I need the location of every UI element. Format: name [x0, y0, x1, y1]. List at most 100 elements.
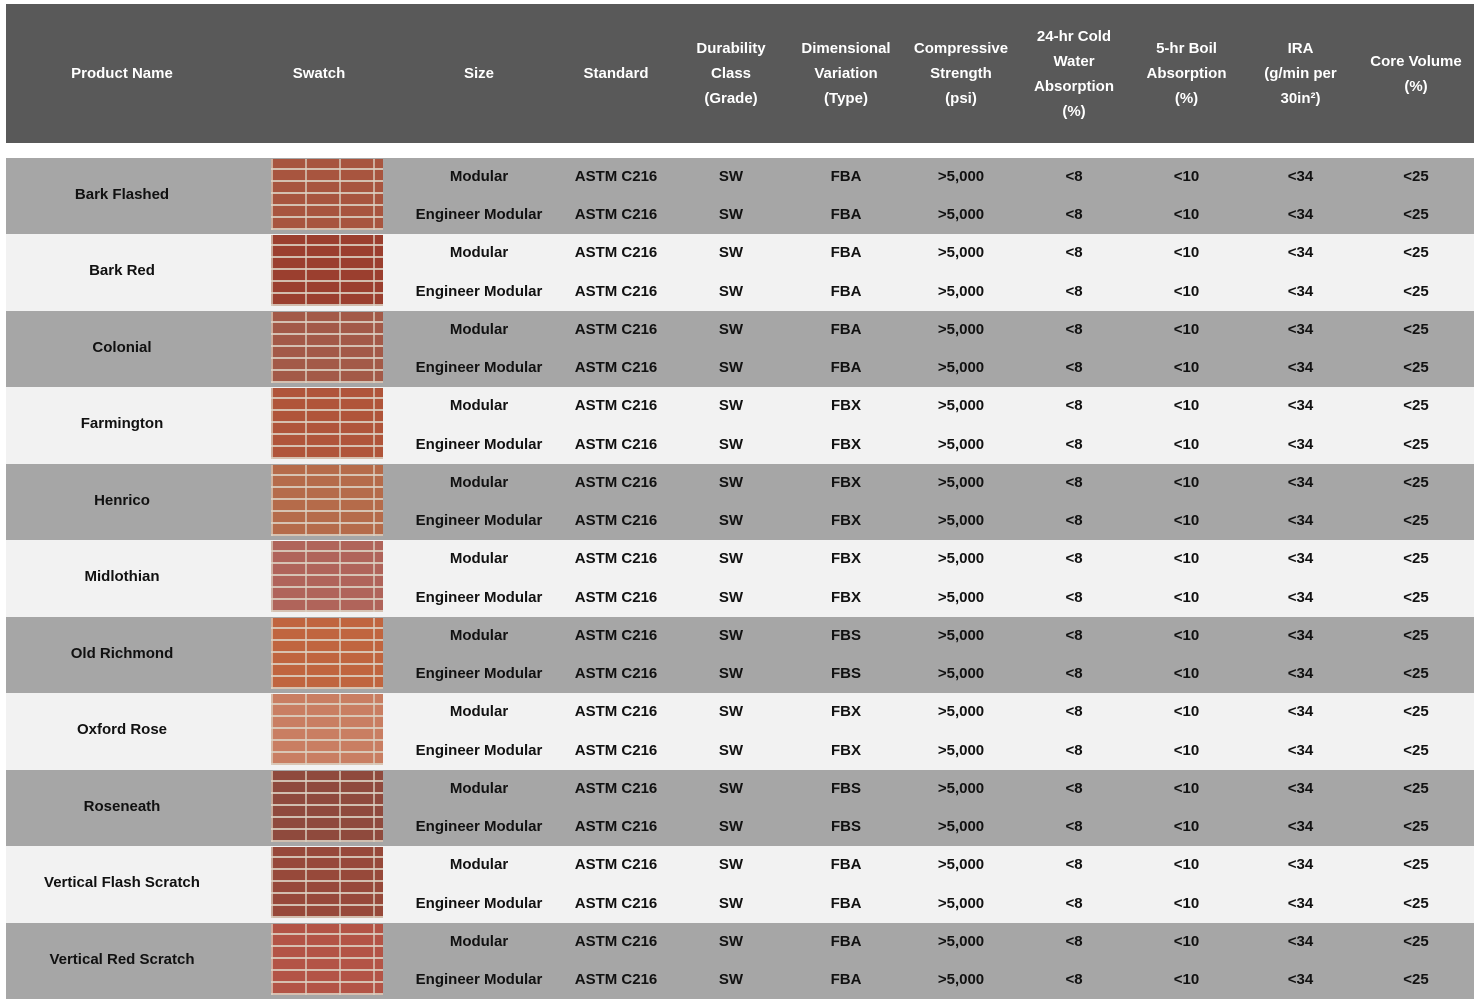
table-cell: FBA: [830, 856, 862, 873]
table-cell: <34: [1287, 856, 1314, 873]
table-cell: <10: [1173, 473, 1200, 491]
table-cell: <34: [1287, 320, 1314, 338]
table-cell: FBX: [831, 703, 861, 720]
table-cell: Engineer Modular: [415, 741, 543, 759]
table-cell: <10: [1173, 359, 1200, 376]
table-cell: ASTM C216: [574, 397, 658, 414]
header-line: Dimensional: [801, 40, 891, 57]
swatch: [271, 464, 383, 536]
table-cell: <8: [1065, 167, 1083, 185]
table-cell: <25: [1403, 512, 1429, 529]
table-cell: <25: [1403, 779, 1429, 797]
table-cell: SW: [718, 282, 744, 300]
table-cell: ASTM C216: [574, 167, 658, 185]
table-cell: FBX: [831, 550, 861, 567]
header-line: Compressive: [913, 40, 1009, 57]
table-cell: <8: [1065, 779, 1083, 797]
table-cell: Engineer Modular: [415, 894, 543, 912]
table-cell: <34: [1287, 282, 1314, 300]
table-cell: >5,000: [937, 932, 985, 950]
header-line: (g/min per: [1264, 65, 1337, 82]
table-cell: <10: [1173, 703, 1200, 720]
table-cell: <34: [1287, 550, 1314, 567]
table-cell: Modular: [449, 244, 509, 261]
row-band: [6, 693, 1474, 770]
table-cell: FBA: [830, 282, 862, 300]
row-band: [6, 463, 1474, 540]
table-cell: Modular: [449, 856, 509, 873]
swatch: [271, 388, 383, 459]
header-cell: Standard: [558, 4, 674, 143]
table-cell: <10: [1173, 244, 1200, 261]
table-cell: <25: [1403, 397, 1429, 414]
table-cell: <8: [1065, 244, 1083, 261]
row-band: [6, 769, 1474, 846]
table-cell: <8: [1065, 703, 1083, 720]
table-cell: FBX: [831, 588, 861, 606]
table-cell: <10: [1173, 779, 1200, 797]
product-name: Farmington: [80, 415, 164, 432]
table-cell: <34: [1287, 665, 1314, 682]
table-cell: <8: [1065, 665, 1083, 682]
table-cell: <25: [1403, 435, 1429, 453]
table-cell: >5,000: [937, 359, 985, 376]
table-cell: <25: [1403, 167, 1429, 185]
product-name: Colonial: [92, 338, 152, 356]
row-band: [6, 387, 1474, 464]
row-band: [6, 922, 1474, 999]
table-cell: <34: [1287, 206, 1314, 223]
table-cell: FBA: [830, 206, 862, 223]
table-cell: <10: [1173, 818, 1200, 835]
table-cell: >5,000: [937, 244, 985, 261]
table-cell: <8: [1065, 894, 1083, 912]
product-name: Vertical Red Scratch: [49, 950, 195, 968]
table-cell: <25: [1403, 282, 1429, 300]
table-cell: <8: [1065, 320, 1083, 338]
table-cell: FBA: [830, 167, 862, 185]
header-line: Swatch: [292, 65, 346, 82]
table-cell: ASTM C216: [574, 665, 658, 682]
table-cell: Engineer Modular: [415, 665, 543, 682]
table-cell: <25: [1403, 856, 1429, 873]
table-cell: FBA: [830, 244, 862, 261]
swatch: [271, 617, 383, 689]
table-cell: <10: [1173, 206, 1200, 223]
table-cell: >5,000: [937, 894, 985, 912]
table-cell: <10: [1173, 626, 1200, 644]
table-cell: Engineer Modular: [415, 359, 543, 376]
header-line: Standard: [583, 65, 649, 82]
table-cell: <10: [1173, 971, 1200, 988]
table-cell: ASTM C216: [574, 588, 658, 606]
table-cell: SW: [718, 359, 744, 376]
header-line: Variation: [814, 65, 878, 82]
header-line: (%): [1174, 90, 1199, 107]
table-cell: <8: [1065, 626, 1083, 644]
header-line: Core Volume: [1370, 52, 1462, 70]
table-cell: <34: [1287, 588, 1314, 606]
product-name: Henrico: [94, 491, 150, 509]
table-cell: ASTM C216: [574, 435, 658, 453]
table-cell: ASTM C216: [574, 741, 658, 759]
table-cell: <34: [1287, 971, 1314, 988]
header-cell: IRA (g/min per 30in²): [1243, 4, 1358, 143]
table-cell: >5,000: [937, 397, 985, 414]
table-cell: <25: [1403, 741, 1429, 759]
product-name: Old Richmond: [70, 644, 174, 662]
table-cell: Modular: [449, 473, 509, 491]
table-cell: <8: [1065, 856, 1083, 873]
table-cell: SW: [718, 703, 744, 720]
table-cell: <25: [1403, 320, 1429, 338]
table-cell: SW: [718, 244, 744, 261]
table-cell: <25: [1403, 359, 1429, 376]
swatch: [271, 694, 383, 765]
header-line: (Grade): [704, 90, 758, 107]
swatch: [271, 923, 383, 995]
table-cell: <34: [1287, 397, 1314, 414]
table-cell: FBA: [830, 932, 862, 950]
table-cell: <25: [1403, 588, 1429, 606]
table-cell: >5,000: [937, 550, 985, 567]
table-cell: <10: [1173, 894, 1200, 912]
table-cell: FBS: [831, 665, 861, 682]
header-line: Class: [710, 65, 752, 82]
table-cell: >5,000: [937, 512, 985, 529]
